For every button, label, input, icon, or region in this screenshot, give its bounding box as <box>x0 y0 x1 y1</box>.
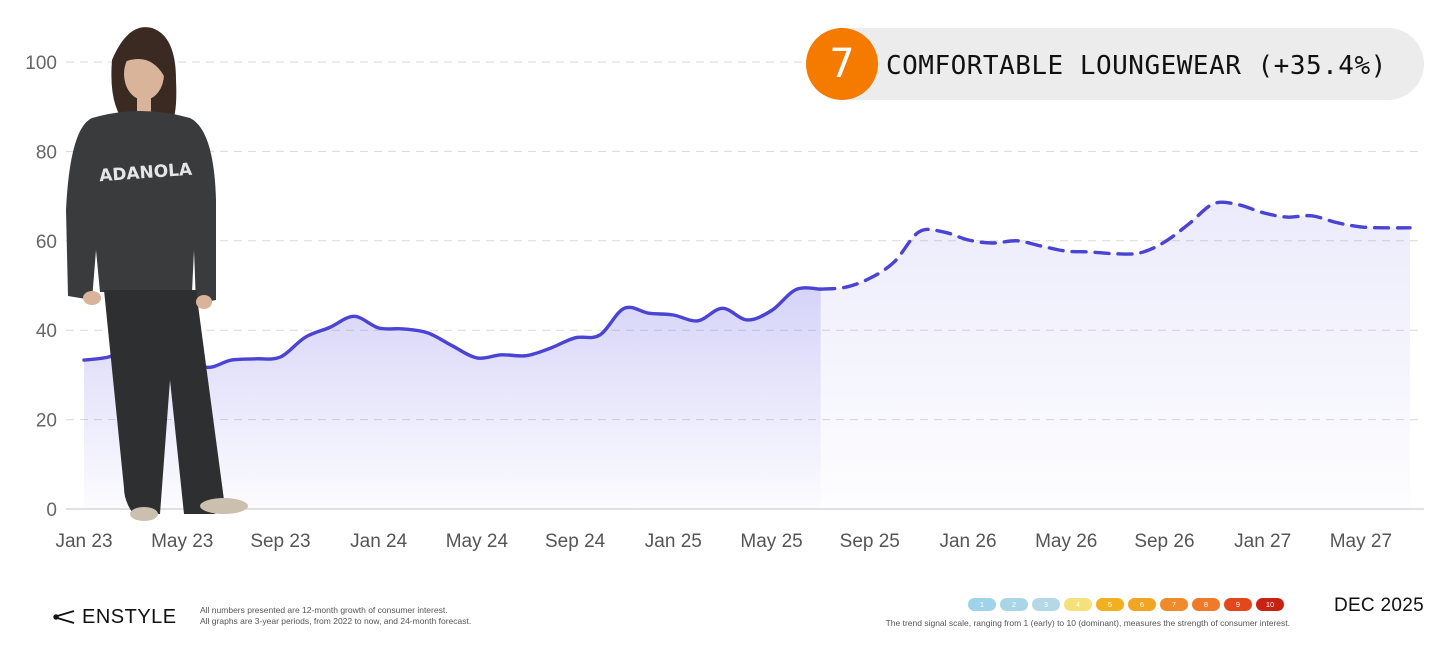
brand-logo: ENSTYLE <box>52 604 177 630</box>
x-tick-label: May 24 <box>446 531 509 552</box>
scale-level-7: 7 <box>1160 598 1188 611</box>
y-tick-label: 80 <box>36 142 57 163</box>
x-tick-label: Sep 25 <box>840 531 900 552</box>
trend-signal-scale: 1 2 3 4 5 6 7 8 9 10 <box>968 598 1284 611</box>
x-tick-label: May 26 <box>1035 531 1097 552</box>
scale-note: The trend signal scale, ranging from 1 (… <box>885 618 1290 628</box>
scale-level-4: 4 <box>1064 598 1092 611</box>
forecast-line <box>819 200 1412 291</box>
trend-rank-circle: 7 <box>806 28 878 100</box>
footnotes: All numbers presented are 12-month growt… <box>200 605 471 627</box>
scale-level-9: 9 <box>1224 598 1252 611</box>
scale-level-2: 2 <box>1000 598 1028 611</box>
y-tick-label: 20 <box>36 411 57 432</box>
y-tick-label: 0 <box>46 500 57 521</box>
y-tick-label: 40 <box>36 321 57 342</box>
x-tick-label: Jan 25 <box>645 531 702 552</box>
x-tick-label: Jan 23 <box>55 531 112 552</box>
report-date: DEC 2025 <box>1333 595 1424 616</box>
x-tick-label: Sep 24 <box>545 531 606 552</box>
x-tick-label: May 23 <box>151 531 213 552</box>
trend-badge: 7 COMFORTABLE LOUNGEWEAR (+35.4%) <box>806 28 1424 100</box>
x-tick-label: May 25 <box>740 531 802 552</box>
scale-level-6: 6 <box>1128 598 1156 611</box>
x-tick-label: May 27 <box>1330 531 1392 552</box>
x-tick-label: Sep 23 <box>250 531 310 552</box>
y-tick-label: 60 <box>36 232 57 253</box>
trend-title: COMFORTABLE LOUNGEWEAR (+35.4%) <box>886 51 1387 81</box>
scale-level-5: 5 <box>1096 598 1124 611</box>
brand-name: ENSTYLE <box>82 605 177 628</box>
forecast-area <box>820 202 1410 510</box>
x-tick-label: Jan 26 <box>939 531 996 552</box>
historical-area <box>84 287 821 509</box>
footnote-period: All graphs are 3-year periods, from 2022… <box>200 616 472 626</box>
scale-level-1: 1 <box>968 598 996 611</box>
x-tick-label: Jan 24 <box>350 531 407 552</box>
scale-level-8: 8 <box>1192 598 1220 611</box>
x-tick-label: Sep 26 <box>1134 531 1194 552</box>
footnote-growth: All numbers presented are 12-month growt… <box>200 605 448 615</box>
scale-level-3: 3 <box>1032 598 1060 611</box>
scale-level-10: 10 <box>1256 598 1284 611</box>
y-tick-label: 100 <box>25 53 57 74</box>
model-figure: ADANOLA <box>66 27 248 521</box>
scissors-icon <box>53 610 75 624</box>
historical-line <box>82 286 823 370</box>
x-tick-label: Jan 27 <box>1234 531 1291 552</box>
